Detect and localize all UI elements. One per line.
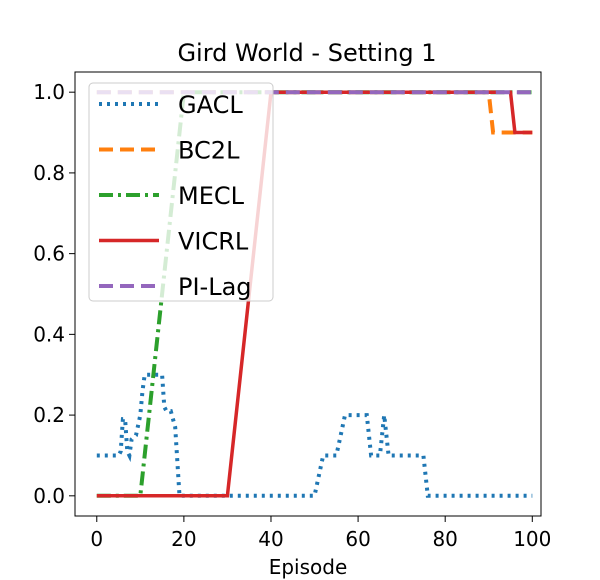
- y-axis: 0.0 0.2 0.4 0.6 0.8 1.0: [33, 80, 75, 508]
- plot-frame: [74, 71, 542, 517]
- legend-label: VICRL: [178, 228, 249, 256]
- legend-box: [88, 82, 274, 302]
- legend-label: BC2L: [178, 137, 240, 165]
- x-tick-label: 20: [171, 527, 196, 551]
- x-tick-label: 0: [90, 527, 103, 551]
- y-tick-label: 0.6: [33, 242, 65, 266]
- legend-label: PI-Lag: [178, 273, 252, 301]
- series-line-gacl: [96, 372, 533, 498]
- x-tick-label: 40: [258, 527, 283, 551]
- x-tick-label: 60: [345, 527, 370, 551]
- y-tick-label: 0.4: [33, 322, 65, 346]
- legend-label: GACL: [178, 91, 243, 119]
- x-tick-label: 80: [432, 527, 457, 551]
- x-axis-label: Episode: [269, 555, 348, 579]
- y-tick-label: 0.0: [33, 484, 65, 508]
- legend-label: MECL: [178, 182, 245, 210]
- y-tick-label: 0.2: [33, 403, 65, 427]
- y-tick-label: 1.0: [33, 80, 65, 104]
- legend: GACL BC2L MECL VICRL PI-Lag: [88, 82, 274, 302]
- x-axis: 0 20 40 60 80 100: [90, 516, 551, 551]
- y-tick-label: 0.8: [33, 161, 65, 185]
- x-tick-label: 100: [513, 527, 551, 551]
- chart-title: Gird World - Setting 1: [177, 39, 436, 67]
